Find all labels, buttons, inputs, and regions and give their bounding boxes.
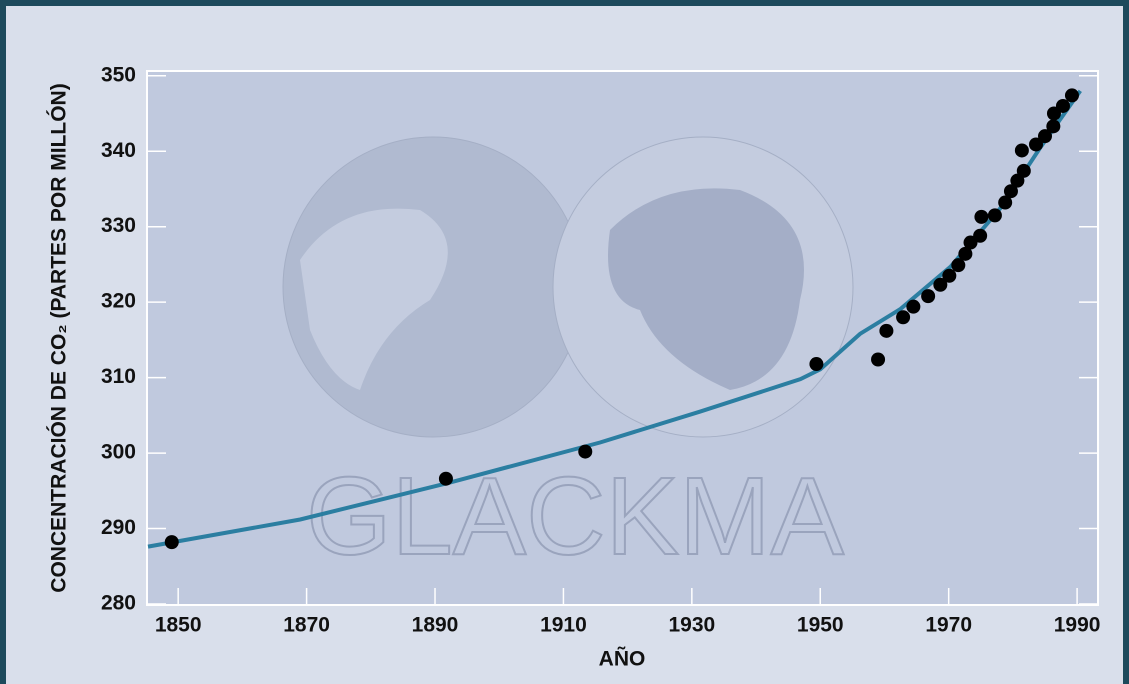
y-tick-label: 310 — [101, 365, 136, 388]
globes — [282, 136, 854, 438]
data-point — [1003, 184, 1018, 199]
data-point — [879, 323, 894, 338]
data-point — [973, 228, 988, 243]
data-point — [809, 357, 824, 372]
data-point — [933, 277, 948, 292]
data-point — [942, 268, 957, 283]
x-tick-label: 1970 — [925, 614, 972, 637]
y-tick-label: 330 — [101, 214, 136, 237]
y-tick-label: 340 — [101, 139, 136, 162]
data-point — [1055, 98, 1070, 113]
data-point — [1037, 129, 1052, 144]
data-point — [951, 258, 966, 273]
data-point — [164, 535, 179, 550]
x-tick-label: 1910 — [540, 614, 587, 637]
data-point — [906, 299, 921, 314]
data-point — [1029, 137, 1044, 152]
y-tick-label: 320 — [101, 290, 136, 313]
data-point — [1014, 143, 1029, 158]
data-point — [896, 310, 911, 325]
data-point — [921, 289, 936, 304]
x-tick-label: 1890 — [412, 614, 459, 637]
x-tick-label: 1850 — [155, 614, 202, 637]
x-tick-label: 1990 — [1054, 614, 1101, 637]
data-point — [438, 471, 453, 486]
data-point — [1046, 119, 1061, 134]
y-axis-label: CONCENTRACIÓN DE CO₂ (PARTES POR MILLÓN) — [47, 83, 71, 592]
data-point — [974, 209, 989, 224]
data-point — [987, 208, 1002, 223]
arctic-land — [300, 208, 448, 390]
data-point — [1064, 88, 1079, 103]
y-tick-label: 290 — [101, 516, 136, 539]
x-tick-label: 1870 — [283, 614, 330, 637]
y-tick-label: 280 — [101, 592, 136, 615]
x-tick-label: 1930 — [668, 614, 715, 637]
y-tick-label: 300 — [101, 441, 136, 464]
x-axis-label: AÑO — [599, 648, 646, 671]
antarctic-land — [608, 188, 804, 390]
data-point — [958, 246, 973, 261]
y-tick-label: 350 — [101, 63, 136, 86]
data-point — [871, 352, 886, 367]
data-point — [1016, 163, 1031, 178]
x-tick-label: 1950 — [797, 614, 844, 637]
data-point — [578, 444, 593, 459]
data-point — [998, 195, 1013, 210]
watermark: GLACKMA — [306, 455, 845, 578]
